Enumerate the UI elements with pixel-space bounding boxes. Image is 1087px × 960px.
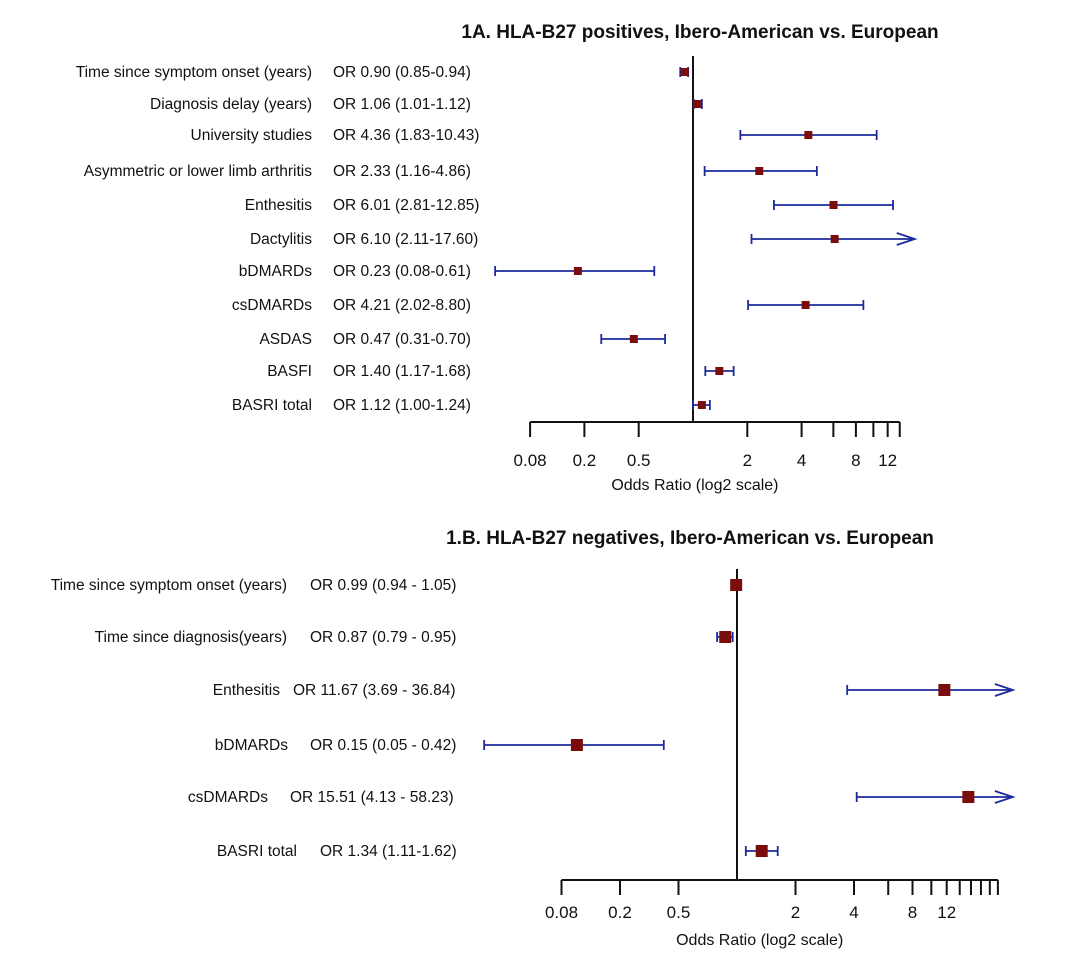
x-tick-label: 0.08 <box>545 903 578 922</box>
row-or-text: OR 11.67 (3.69 - 36.84) <box>293 682 456 699</box>
row-label: Enthesitis <box>213 682 280 699</box>
row-or-text: OR 0.15 (0.05 - 0.42) <box>310 737 456 754</box>
forest-row: Asymmetric or lower limb arthritis OR 2.3… <box>84 163 818 180</box>
chart-title: 1.B. HLA-B27 negatives, Ibero-American v… <box>446 528 934 549</box>
row-label: Time since symptom onset (years) <box>76 64 312 81</box>
forest-row: Time since symptom onset (years) OR 0.99 … <box>51 577 743 594</box>
forest-row: csDMARDs OR 15.51 (4.13 - 58.23) <box>188 789 1016 806</box>
forest-row: BASFI OR 1.40 (1.17-1.68) <box>267 363 735 380</box>
x-tick-label: 12 <box>937 903 956 922</box>
x-tick-label: 0.08 <box>514 451 547 470</box>
or-point-marker <box>697 401 706 409</box>
forest-row: csDMARDs OR 4.21 (2.02-8.80) <box>232 297 865 314</box>
x-tick-label: 4 <box>849 903 858 922</box>
ci-arrow <box>994 683 1016 697</box>
or-point-marker <box>938 684 951 696</box>
row-label: csDMARDs <box>232 297 312 314</box>
row-or-text: OR 2.33 (1.16-4.86) <box>333 163 471 180</box>
x-tick-label: 4 <box>797 451 806 470</box>
or-point-marker <box>693 100 702 108</box>
row-label: bDMARDs <box>239 263 312 280</box>
forest-row: BASRI total OR 1.12 (1.00-1.24) <box>232 397 711 414</box>
row-label: Time since symptom onset (years) <box>51 577 287 594</box>
or-point-marker <box>573 267 582 275</box>
forest-row: Dactylitis OR 6.10 (2.11-17.60) <box>250 231 918 248</box>
row-or-text: OR 15.51 (4.13 - 58.23) <box>290 789 454 806</box>
or-point-marker <box>804 131 813 139</box>
or-point-marker <box>755 845 768 857</box>
row-label: ASDAS <box>259 331 312 348</box>
or-point-marker <box>755 167 764 175</box>
ci-arrow <box>896 232 918 246</box>
x-tick-label: 0.2 <box>608 903 632 922</box>
or-point-marker <box>715 367 724 375</box>
row-label: bDMARDs <box>215 737 288 754</box>
row-or-text: OR 6.01 (2.81-12.85) <box>333 197 479 214</box>
row-label: Asymmetric or lower limb arthritis <box>84 163 312 180</box>
x-axis-label: Odds Ratio (log2 scale) <box>676 932 843 949</box>
row-label: BASRI total <box>232 397 312 414</box>
or-point-marker <box>680 68 689 76</box>
row-label: Dactylitis <box>250 231 312 248</box>
row-or-text: OR 0.47 (0.31-0.70) <box>333 331 471 348</box>
x-tick-label: 8 <box>908 903 917 922</box>
row-or-text: OR 0.87 (0.79 - 0.95) <box>310 629 456 646</box>
forest-row: bDMARDs OR 0.23 (0.08-0.61) <box>239 263 656 280</box>
x-tick-label: 2 <box>743 451 752 470</box>
row-or-text: OR 1.40 (1.17-1.68) <box>333 363 471 380</box>
forest-row: ASDAS OR 0.47 (0.31-0.70) <box>259 331 666 348</box>
x-tick-label: 0.5 <box>667 903 691 922</box>
row-label: University studies <box>191 127 313 144</box>
or-point-marker <box>730 579 743 591</box>
row-or-text: OR 1.12 (1.00-1.24) <box>333 397 471 414</box>
row-label: Enthesitis <box>245 197 312 214</box>
row-label: csDMARDs <box>188 789 268 806</box>
panel-b: 1.B. HLA-B27 negatives, Ibero-American v… <box>51 528 1016 949</box>
forest-row: Enthesitis OR 11.67 (3.69 - 36.84) <box>213 682 1016 699</box>
row-or-text: OR 4.21 (2.02-8.80) <box>333 297 471 314</box>
forest-row: Time since diagnosis(years) OR 0.87 (0.79… <box>95 629 734 646</box>
forest-row: bDMARDs OR 0.15 (0.05 - 0.42) <box>215 737 665 754</box>
row-label: BASFI <box>267 363 312 380</box>
row-label: Time since diagnosis(years) <box>95 629 287 646</box>
or-point-marker <box>629 335 638 343</box>
row-or-text: OR 1.06 (1.01-1.12) <box>333 96 471 113</box>
row-or-text: OR 0.23 (0.08-0.61) <box>333 263 471 280</box>
or-point-marker <box>570 739 583 751</box>
or-point-marker <box>830 235 839 243</box>
x-axis-label: Odds Ratio (log2 scale) <box>611 477 778 494</box>
row-or-text: OR 1.34 (1.11-1.62) <box>320 843 457 860</box>
panel-a: 1A. HLA-B27 positives, Ibero-American vs… <box>76 22 939 494</box>
or-point-marker <box>719 631 732 643</box>
chart-title: 1A. HLA-B27 positives, Ibero-American vs… <box>461 22 938 43</box>
forest-row: Enthesitis OR 6.01 (2.81-12.85) <box>245 197 894 214</box>
x-tick-label: 12 <box>878 451 897 470</box>
row-label: BASRI total <box>217 843 297 860</box>
row-or-text: OR 6.10 (2.11-17.60) <box>333 231 478 248</box>
or-point-marker <box>829 201 838 209</box>
forest-row: BASRI total OR 1.34 (1.11-1.62) <box>217 843 779 860</box>
row-label: Diagnosis delay (years) <box>150 96 312 113</box>
row-or-text: OR 0.99 (0.94 - 1.05) <box>310 577 456 594</box>
forest-row: Diagnosis delay (years) OR 1.06 (1.01-1.1… <box>150 96 703 113</box>
row-or-text: OR 0.90 (0.85-0.94) <box>333 64 471 81</box>
x-tick-label: 0.2 <box>573 451 597 470</box>
row-or-text: OR 4.36 (1.83-10.43) <box>333 127 479 144</box>
or-point-marker <box>962 791 975 803</box>
x-tick-label: 2 <box>791 903 800 922</box>
x-tick-label: 8 <box>851 451 860 470</box>
x-tick-label: 0.5 <box>627 451 651 470</box>
or-point-marker <box>801 301 810 309</box>
forest-row: University studies OR 4.36 (1.83-10.43) <box>191 127 878 144</box>
forest-row: Time since symptom onset (years) OR 0.90 … <box>76 64 690 81</box>
ci-arrow <box>994 790 1016 804</box>
